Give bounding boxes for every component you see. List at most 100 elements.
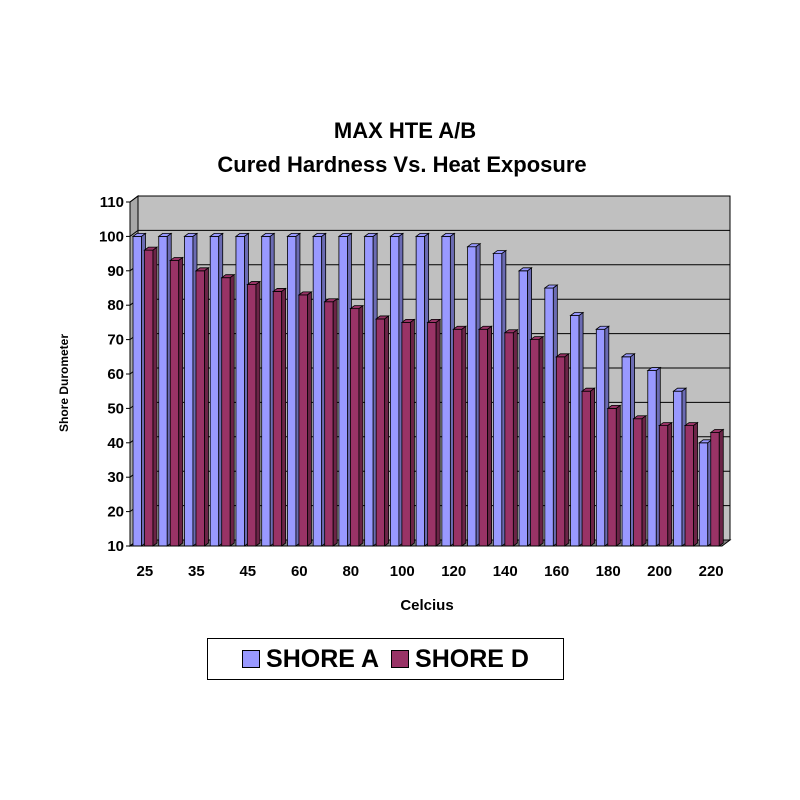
bar-front [184, 235, 194, 547]
bar-front [132, 235, 142, 547]
bar-front [235, 235, 245, 547]
bar-side [178, 256, 184, 547]
bar-side [564, 352, 570, 547]
bar-shore-a [389, 232, 405, 547]
bar-shore-d [169, 256, 184, 547]
bar-front [710, 432, 720, 547]
bar-shore-a [672, 387, 688, 547]
bar-shore-d [632, 414, 648, 547]
bar-shore-d [349, 304, 365, 547]
bar-front [684, 425, 694, 547]
bar-shore-d [529, 335, 545, 547]
bar-front [195, 270, 205, 547]
bar-shore-a [337, 232, 353, 547]
bar-front [452, 328, 463, 547]
bar-front [570, 315, 580, 547]
bar-front [530, 339, 540, 547]
bar-front [581, 390, 591, 547]
bar-front [221, 277, 231, 547]
bar-front [169, 260, 180, 547]
x-tick-label: 100 [390, 563, 415, 580]
bar-shore-d [271, 287, 287, 547]
bar-side [409, 318, 415, 547]
bar-side [641, 414, 647, 547]
bar-front [312, 235, 323, 547]
bar-front [647, 370, 657, 547]
bar-side [461, 325, 467, 547]
bar-shore-a [286, 232, 302, 547]
bar-shore-a [260, 232, 276, 547]
bar-front [518, 270, 528, 547]
bar-side [615, 404, 621, 547]
x-tick-label: 60 [291, 563, 308, 580]
bar-shore-d [503, 328, 519, 547]
bar-shore-d [220, 273, 236, 547]
bar-shore-d [606, 404, 622, 547]
x-tick-label: 35 [188, 563, 205, 580]
legend-swatch-shore-a [242, 650, 261, 668]
bar-front [555, 356, 566, 547]
bar-side [590, 387, 595, 547]
x-tick-label: 180 [596, 563, 621, 580]
bar-front [272, 291, 283, 547]
bar-side [332, 297, 338, 547]
bar-series [131, 232, 725, 547]
y-tick-label: 50 [107, 400, 124, 417]
bar-front [607, 407, 617, 547]
bar-shore-a [543, 284, 559, 547]
bar-shore-a [595, 325, 611, 547]
bar-shore-d [323, 297, 339, 547]
bar-shore-d [297, 291, 313, 547]
x-axis-label: Celcius [400, 597, 453, 614]
bar-side [358, 304, 364, 547]
y-tick-label: 30 [107, 469, 124, 486]
x-tick-label: 200 [647, 563, 672, 580]
y-tick-label: 100 [99, 228, 124, 245]
bar-shore-a [157, 232, 173, 547]
x-tick-label: 220 [699, 563, 724, 580]
x-tick-label: 80 [342, 563, 359, 580]
bar-front [492, 253, 503, 547]
bar-front [338, 235, 348, 547]
bar-shore-a [440, 232, 456, 547]
y-tick-label: 80 [107, 297, 124, 314]
bar-front [350, 308, 360, 547]
y-tick-label: 40 [107, 435, 124, 452]
bar-front [595, 328, 606, 547]
gridline [129, 195, 730, 203]
bar-shore-a [698, 438, 713, 547]
bar-shore-a [363, 232, 379, 547]
bar-front [324, 301, 334, 547]
bar-side [255, 280, 261, 547]
bar-shore-a [492, 249, 508, 547]
bar-shore-a [311, 232, 327, 547]
bar-front [467, 246, 477, 547]
bar-shore-d [246, 280, 262, 547]
bar-front [209, 235, 220, 547]
bar-shore-d [426, 318, 442, 547]
bar-side [693, 421, 698, 547]
bar-side [487, 325, 493, 547]
y-tick-label: 60 [107, 366, 124, 383]
bar-shore-a [183, 232, 199, 547]
bar-side [667, 421, 673, 547]
chart-title: MAX HTE A/B [334, 118, 476, 143]
gridline [129, 229, 730, 237]
bar-front [364, 235, 374, 547]
x-tick-label: 120 [441, 563, 466, 580]
bar-shore-d [580, 387, 596, 547]
bar-shore-a [620, 352, 636, 547]
bar-side [307, 291, 312, 547]
legend-item-shore-d: SHORE D [391, 645, 529, 674]
legend-label-shore-a: SHORE A [266, 644, 380, 673]
bar-side [538, 335, 544, 547]
bar-front [158, 235, 168, 547]
x-axis-ticks: 25 35 45 60 80 100 120 140 160 180 200 220 [129, 202, 724, 580]
bar-front [261, 235, 271, 547]
legend-label-shore-d: SHORE D [415, 644, 529, 673]
legend: SHORE A SHORE D [207, 638, 564, 680]
bar-shore-d [374, 315, 390, 547]
y-tick-label: 110 [100, 194, 124, 211]
bar-side [435, 318, 441, 547]
bar-front [415, 235, 426, 547]
